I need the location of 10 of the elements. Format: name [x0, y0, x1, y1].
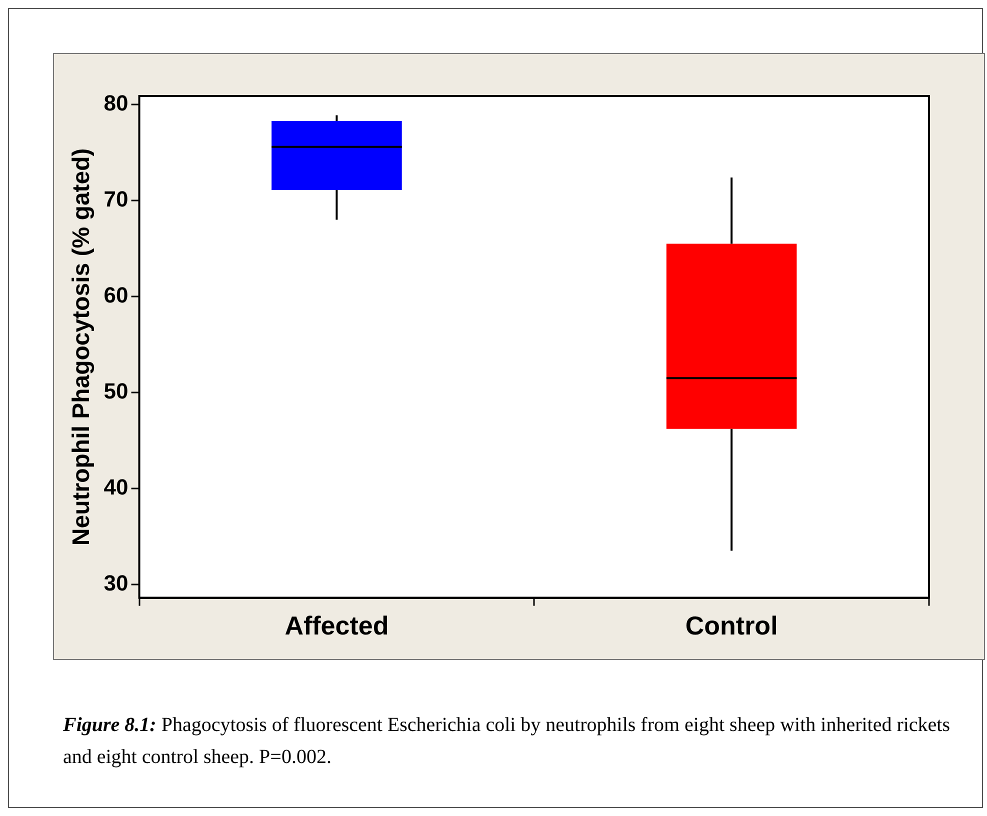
y-tick-label: 40 [104, 474, 128, 500]
x-tick-label: Affected [284, 610, 389, 641]
y-tick-label: 50 [104, 378, 128, 404]
y-tick-label: 30 [104, 570, 128, 596]
x-tick-label: Control [685, 610, 778, 641]
caption: Figure 8.1: Phagocytosis of fluorescent Escherichia coli by neutrophils from eight sheep with inherited rickets and eight control sheep. P=0.002. [63, 714, 950, 768]
y-axis-title: Neutrophil Phagocytosis (% gated) [68, 148, 96, 546]
y-tick-label: 70 [104, 186, 128, 212]
y-tick-label: 60 [104, 282, 128, 308]
y-tick-label: 80 [104, 90, 128, 116]
